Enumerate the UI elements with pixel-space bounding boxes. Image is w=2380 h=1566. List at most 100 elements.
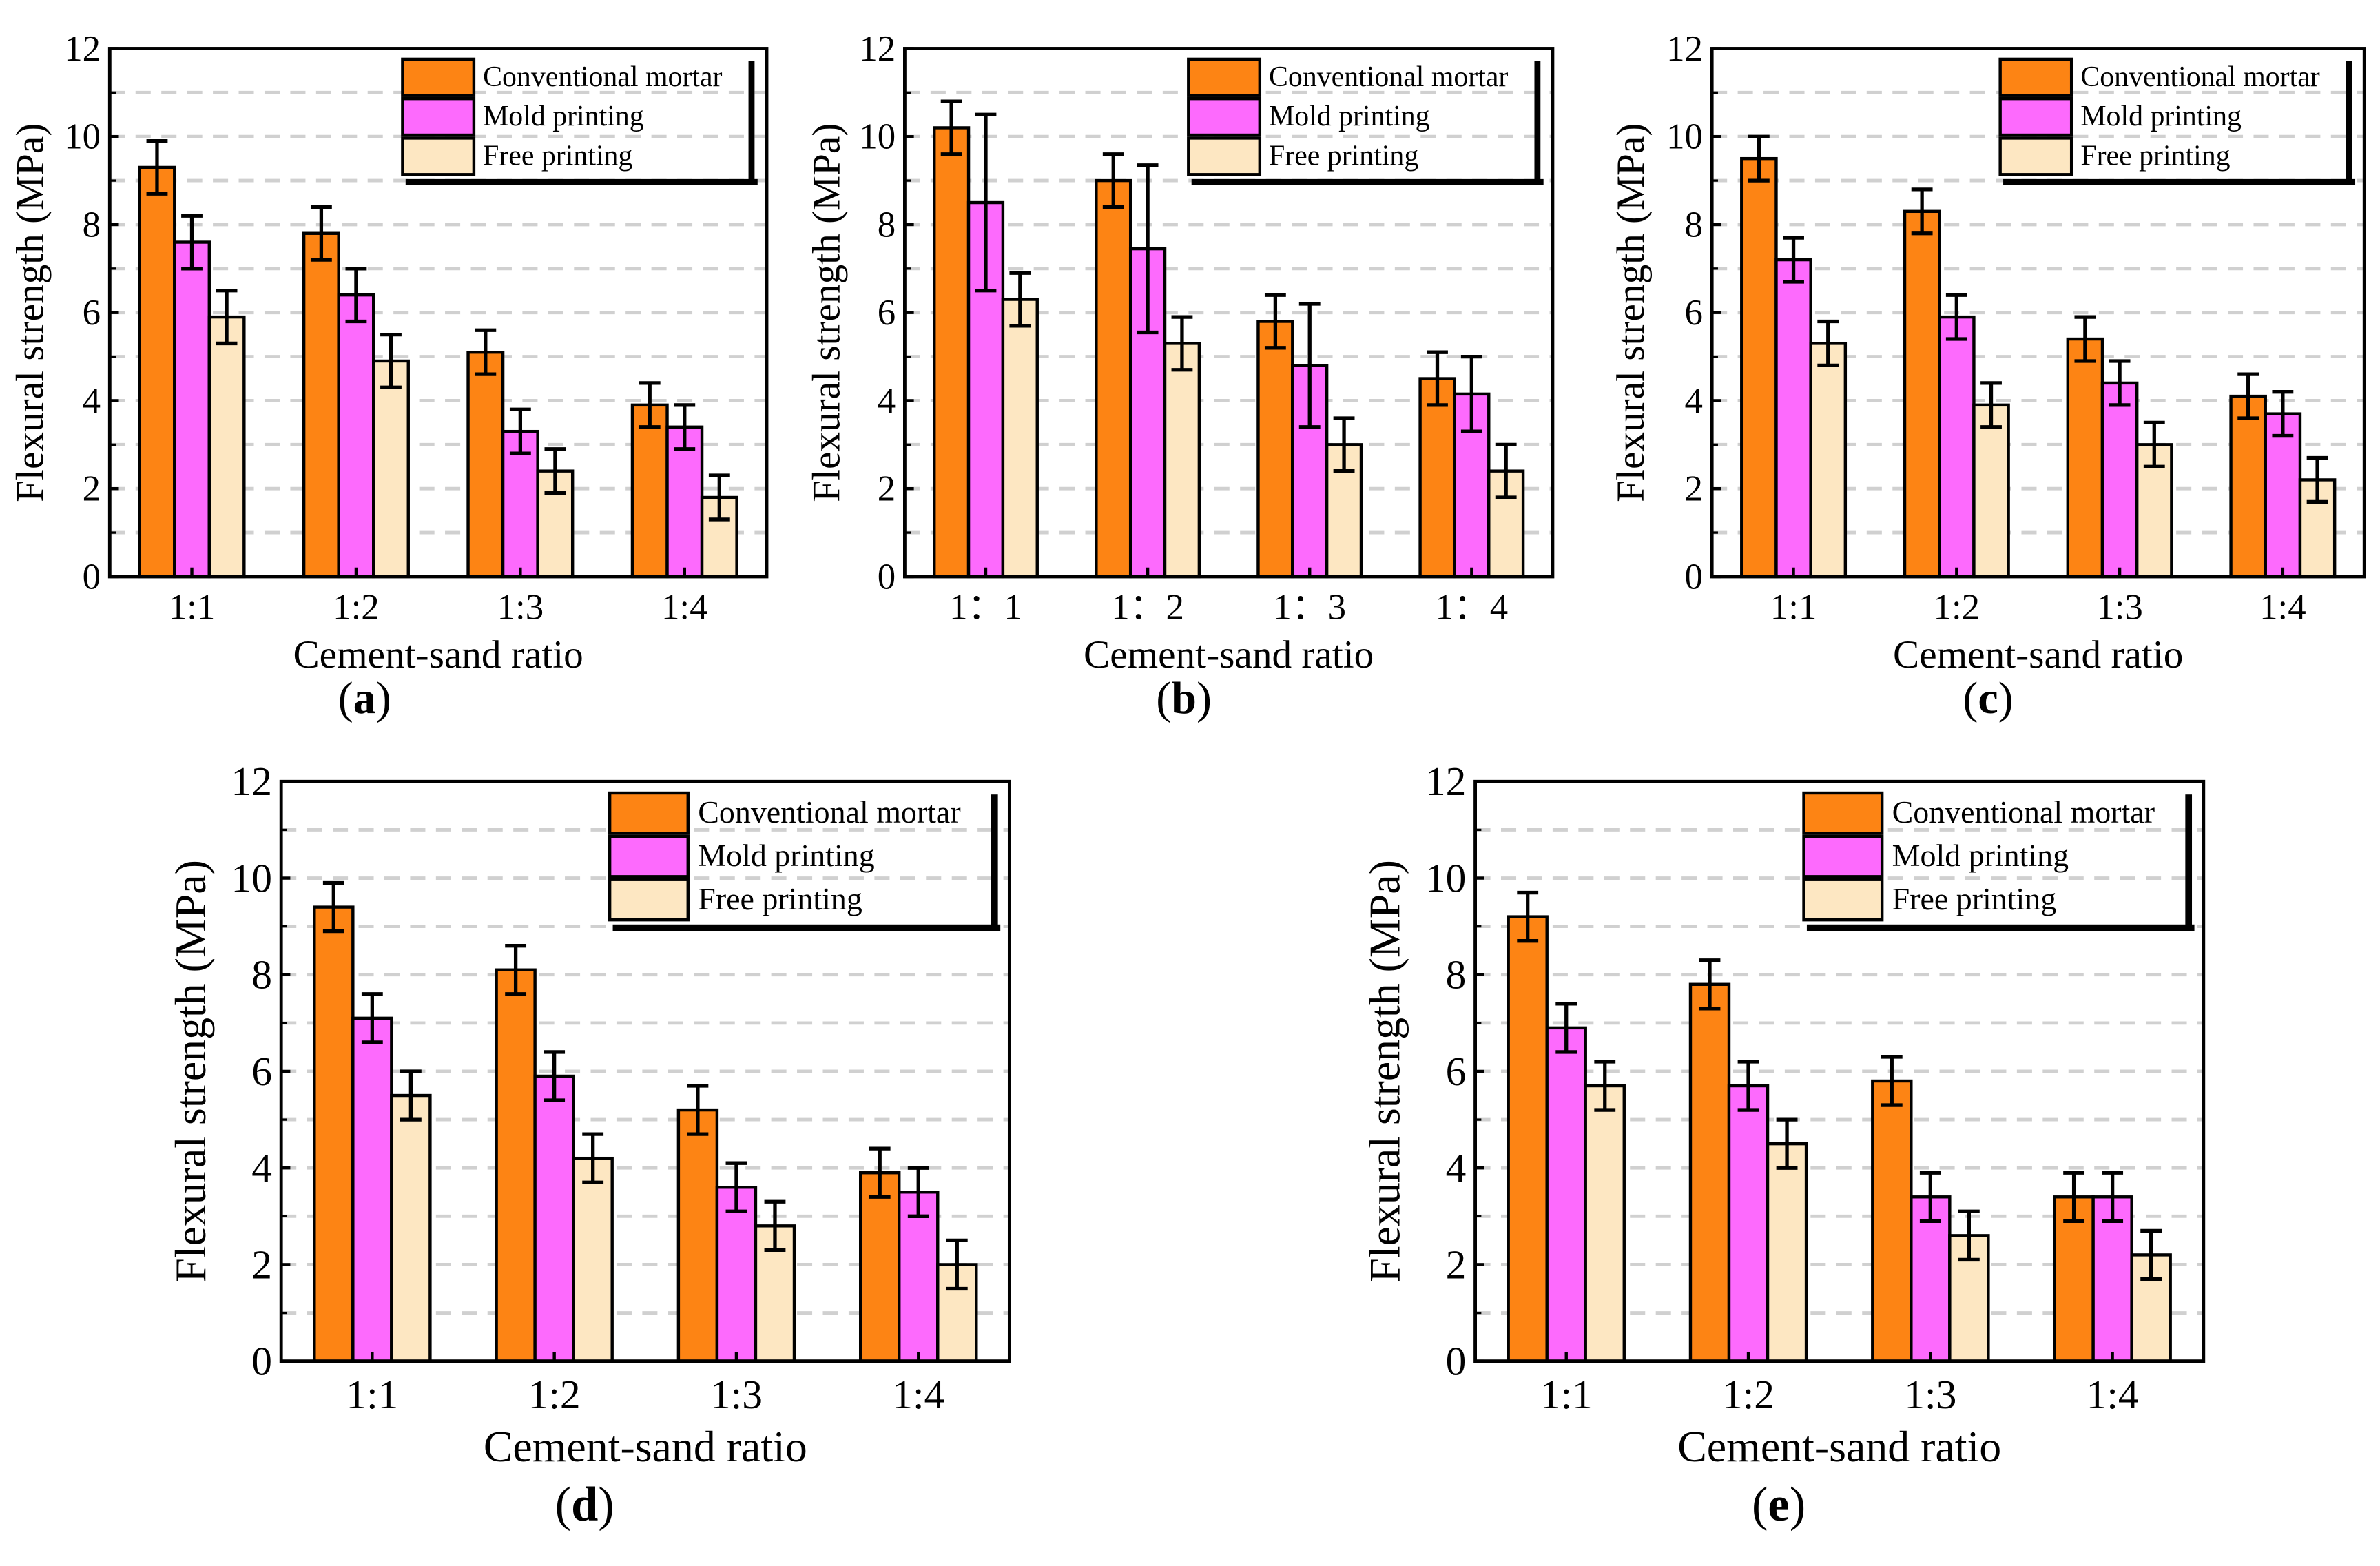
x-tick-label: 1:1: [1770, 588, 1817, 628]
x-tick-label: 1:2: [333, 588, 380, 628]
legend: Conventional mortar Mold printing Free pri…: [401, 57, 758, 185]
y-tick-label: 6: [1685, 293, 1703, 333]
y-tick-label: 0: [83, 557, 101, 597]
bar-conventional-mortar: [933, 126, 971, 579]
x-axis-label: Cement-sand ratio: [1677, 1422, 2001, 1471]
y-tick-label: 12: [1666, 29, 1703, 69]
caption-paren: (: [1963, 673, 1978, 723]
legend-label: Conventional mortar: [483, 61, 722, 93]
y-tick-label: 8: [83, 205, 101, 245]
x-tick-label: 1:4: [2259, 588, 2306, 628]
y-tick-label: 4: [878, 381, 896, 421]
bar-free-printing: [1584, 1084, 1626, 1363]
bar-mold-printing: [173, 240, 211, 579]
bar-mold-printing: [337, 293, 375, 579]
y-tick-label: 0: [878, 557, 896, 597]
legend-swatch: [1998, 96, 2073, 137]
bar-mold-printing: [715, 1186, 758, 1363]
legend-label: Free printing: [2080, 140, 2230, 172]
legend-swatch: [1187, 57, 1262, 97]
y-tick-label: 0: [1685, 557, 1703, 597]
y-tick-label: 4: [83, 381, 101, 421]
x-axis-label: Cement-sand ratio: [1084, 633, 1374, 677]
x-tick-label: 1:1: [1540, 1372, 1593, 1417]
bar-free-printing: [1972, 403, 2010, 579]
bar-conventional-mortar: [495, 968, 537, 1363]
x-tick-label: 1：2: [1111, 588, 1184, 628]
x-tick-label: 1:1: [346, 1372, 398, 1417]
x-axis-label: Cement-sand ratio: [484, 1422, 807, 1471]
x-tick-label: 1:4: [661, 588, 708, 628]
caption-paren: (: [338, 673, 353, 723]
y-tick-label: 8: [878, 205, 896, 245]
y-tick-label: 2: [1685, 469, 1703, 509]
caption-paren: (: [1156, 673, 1171, 723]
caption-letter: b: [1171, 673, 1197, 723]
bar-conventional-mortar: [1871, 1079, 1913, 1363]
bar-mold-printing: [2264, 412, 2302, 579]
bar-mold-printing: [501, 429, 539, 579]
y-axis-label: Flexural strength (MPa): [166, 860, 215, 1283]
bar-free-printing: [1163, 342, 1201, 579]
panel-caption: (a): [338, 673, 391, 723]
legend-label: Free printing: [1269, 140, 1418, 172]
legend: Conventional mortar Mold printing Free pri…: [608, 791, 1001, 931]
bar-free-printing: [754, 1224, 796, 1363]
x-axis-label: Cement-sand ratio: [293, 633, 583, 677]
bar-mold-printing: [665, 425, 704, 579]
bar-conventional-mortar: [466, 351, 505, 579]
caption-paren: ): [1790, 1478, 1805, 1532]
legend-label: Conventional mortar: [698, 794, 960, 830]
legend-label: Mold printing: [698, 838, 874, 873]
bar-free-printing: [1766, 1142, 1808, 1363]
panel-caption: (b): [1156, 673, 1212, 723]
y-axis-label: Flexural strength (MPa): [805, 123, 849, 502]
legend-swatch: [1998, 57, 2073, 97]
bar-conventional-mortar: [138, 165, 176, 579]
y-tick-label: 10: [859, 117, 896, 157]
legend-shadow-bottom: [612, 924, 1001, 931]
y-axis-label: Flexural strength (MPa): [1360, 860, 1409, 1283]
legend: Conventional mortar Mold printing Free pri…: [1802, 791, 2195, 931]
bar-conventional-mortar: [302, 231, 340, 579]
caption-paren: ): [1998, 673, 2014, 723]
y-tick-label: 6: [878, 293, 896, 333]
bar-conventional-mortar: [1418, 377, 1456, 579]
bar-free-printing: [207, 315, 246, 579]
legend-swatch: [608, 878, 690, 922]
x-tick-label: 1:2: [528, 1372, 581, 1417]
bar-conventional-mortar: [2066, 337, 2104, 579]
legend-label: Free printing: [483, 140, 632, 172]
legend-shadow-right: [2346, 61, 2352, 185]
bar-conventional-mortar: [1256, 320, 1294, 579]
legend-shadow-bottom: [1806, 924, 2195, 931]
bar-mold-printing: [1774, 258, 1812, 579]
bar-conventional-mortar: [2229, 394, 2267, 579]
legend-label: Mold printing: [1892, 838, 2069, 873]
panel-a: 1:1 1:2 1:3 1:4 0 2 4 6 8 10 12 Cement-sand ratio Fl…: [8, 29, 769, 723]
panel-e: 1:1 1:2 1:3 1:4 0 2 4 6 8 10 12 Cement-sand ratio Fl…: [1360, 759, 2206, 1532]
bar-mold-printing: [898, 1191, 940, 1363]
legend-label: Conventional mortar: [1892, 794, 2155, 830]
legend-swatch: [1802, 834, 1884, 878]
bar-mold-printing: [2100, 381, 2139, 579]
legend-label: Free printing: [698, 881, 862, 916]
caption-letter: c: [1978, 673, 1998, 723]
bar-free-printing: [1001, 298, 1039, 579]
caption-letter: a: [353, 673, 376, 723]
y-axis-label: Flexural strength (MPa): [8, 123, 52, 502]
x-tick-label: 1:2: [1934, 588, 1980, 628]
caption-paren: (: [555, 1478, 571, 1532]
bar-mold-printing: [351, 1016, 393, 1363]
y-tick-label: 8: [1685, 205, 1703, 245]
x-axis-label: Cement-sand ratio: [1893, 633, 2183, 677]
y-tick-label: 2: [878, 469, 896, 509]
bar-free-printing: [372, 359, 410, 579]
legend-swatch: [401, 57, 476, 97]
y-tick-label: 4: [1685, 381, 1703, 421]
legend-shadow-bottom: [2003, 178, 2356, 185]
legend-label: Conventional mortar: [2080, 61, 2319, 93]
caption-paren: ): [1197, 673, 1212, 723]
legend-label: Mold printing: [1269, 101, 1430, 132]
legend-swatch: [1802, 878, 1884, 922]
